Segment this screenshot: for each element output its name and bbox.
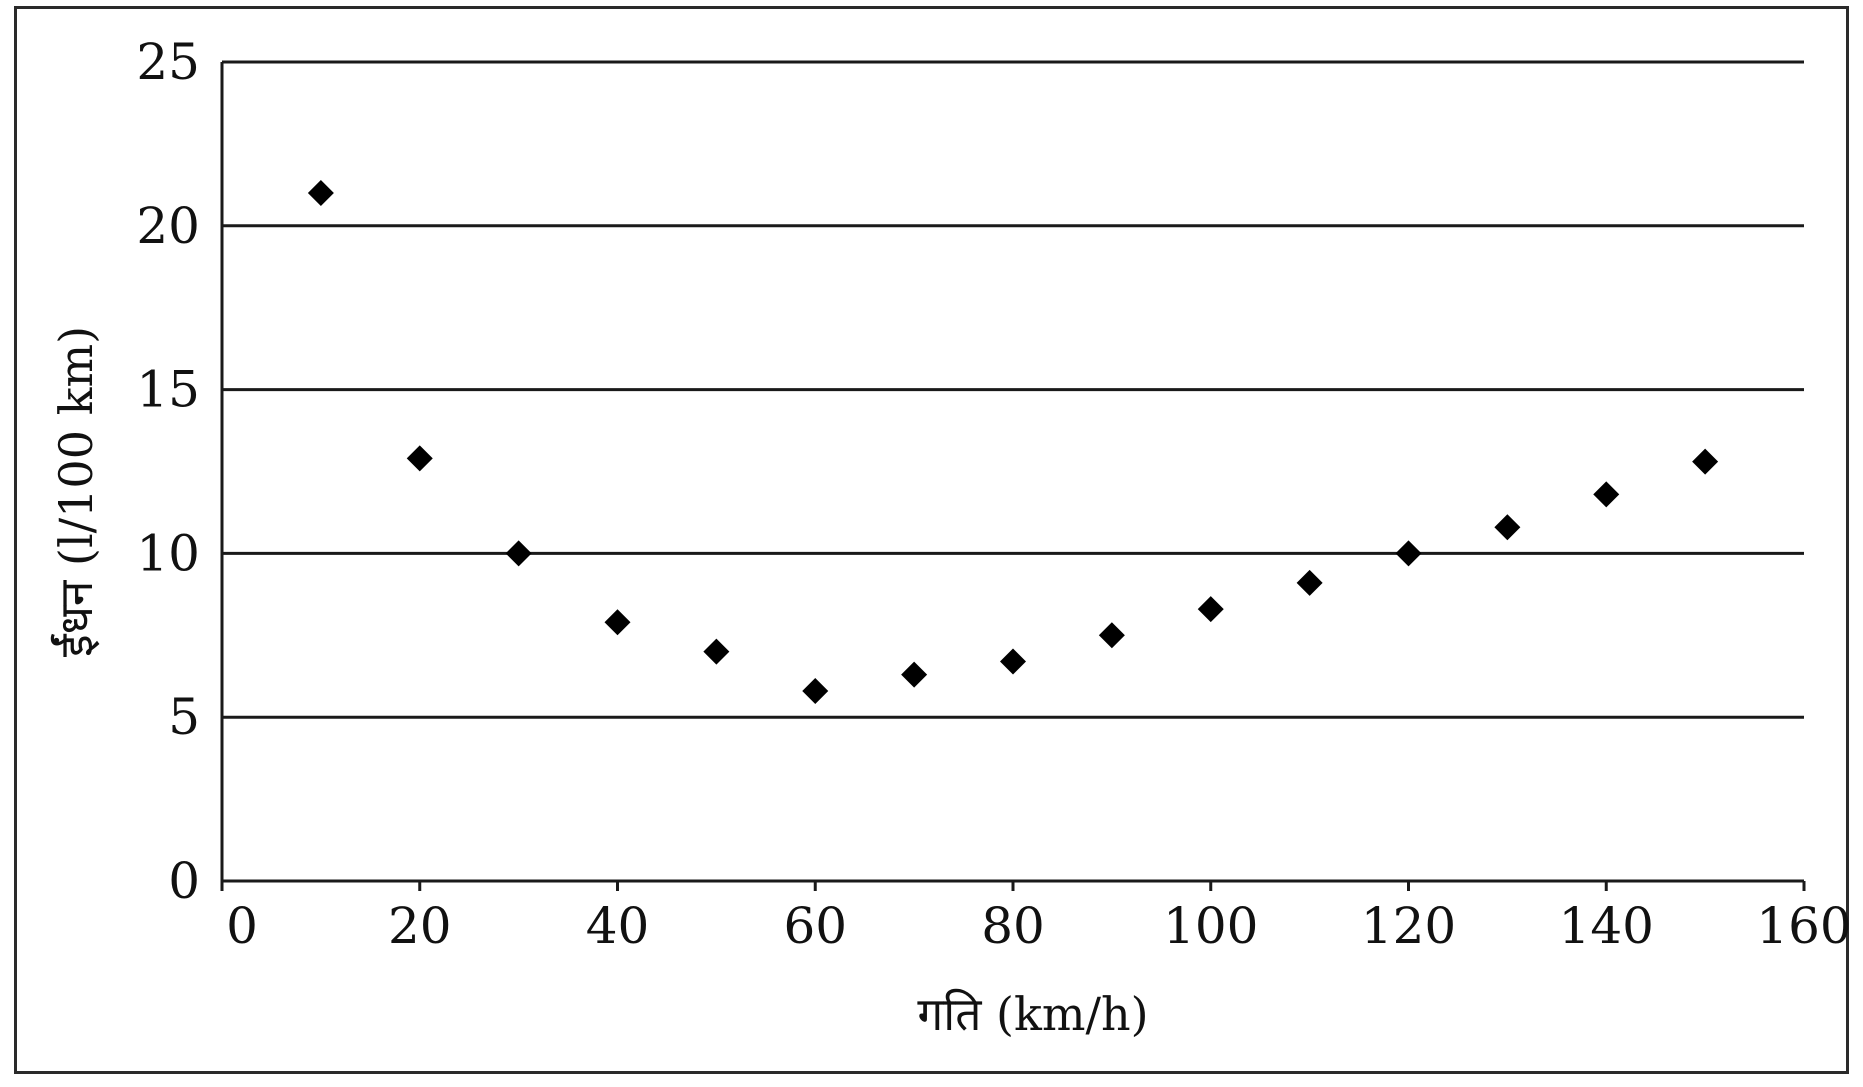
x-tick-label: 60 xyxy=(783,897,847,955)
data-point xyxy=(901,661,928,688)
y-tick-label: 0 xyxy=(168,852,200,910)
x-axis-ticks: 0 20 40 60 80 100 120 140 160 xyxy=(220,881,1852,955)
data-point xyxy=(1692,448,1719,475)
data-point xyxy=(1000,648,1026,675)
y-axis-title: ईंधन (l/100 km) xyxy=(49,326,103,657)
x-tick-label: 80 xyxy=(981,897,1045,955)
x-tick-label: 120 xyxy=(1361,897,1456,955)
x-tick-label: 160 xyxy=(1756,897,1851,955)
y-tick-label: 20 xyxy=(136,197,200,255)
data-point xyxy=(1098,622,1125,649)
y-tick-label: 10 xyxy=(136,524,200,582)
y-tick-label: 5 xyxy=(168,688,200,746)
data-point xyxy=(703,638,730,665)
y-tick-label: 25 xyxy=(136,33,200,91)
data-point xyxy=(1197,596,1224,623)
data-point xyxy=(505,540,532,567)
y-axis-ticks: 0 5 10 15 20 25 xyxy=(136,33,200,910)
data-point xyxy=(802,677,829,704)
data-point xyxy=(1494,514,1521,541)
x-tick-label: 40 xyxy=(586,897,650,955)
data-points xyxy=(307,180,1719,704)
x-tick-label: 20 xyxy=(388,897,452,955)
x-tick-label: 140 xyxy=(1559,897,1654,955)
x-axis-title: गति (km/h) xyxy=(917,987,1148,1041)
grid-lines xyxy=(222,60,1804,719)
x-tick-label: 0 xyxy=(226,897,258,955)
data-point xyxy=(1395,540,1422,567)
data-point xyxy=(604,609,631,636)
data-point xyxy=(1296,569,1323,596)
data-point xyxy=(1593,481,1620,508)
x-tick-label: 100 xyxy=(1163,897,1258,955)
data-point xyxy=(307,180,334,207)
y-tick-label: 15 xyxy=(136,361,200,419)
axes xyxy=(220,62,1804,883)
data-point xyxy=(406,445,433,472)
